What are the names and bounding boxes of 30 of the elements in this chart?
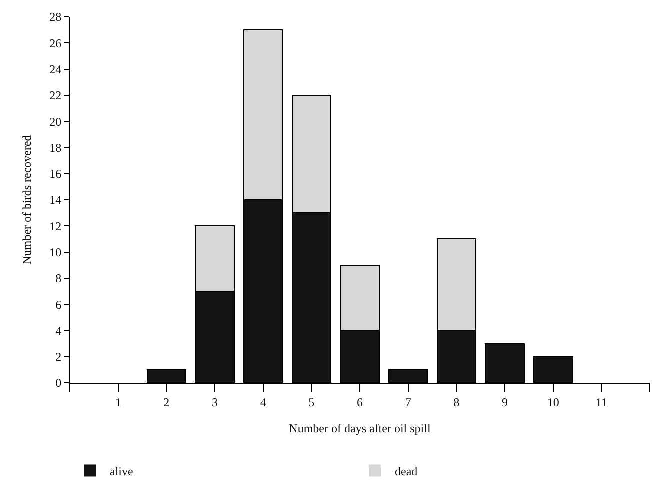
x-tick-label: 2 [164,395,170,410]
y-tick-label: 16 [50,167,62,182]
x-tick-label: 8 [454,395,460,410]
y-tick-label: 8 [56,272,62,286]
y-tick-label: 6 [56,298,62,312]
y-tick-label: 28 [50,10,62,24]
x-tick-label: 9 [502,395,508,410]
legend-label: dead [395,464,418,478]
y-tick-label: 12 [50,219,62,234]
y-tick-label: 22 [50,88,62,103]
x-tick-label: 4 [260,395,266,410]
y-tick-label: 0 [56,376,62,390]
x-tick-label: 6 [357,395,363,410]
x-tick-label: 1 [115,395,122,410]
y-tick-label: 18 [50,140,62,155]
y-tick-label: 20 [50,114,62,129]
y-tick-label: 2 [56,350,62,364]
y-axis-title: Number of birds recovered [20,135,34,265]
x-tick-label: 7 [405,395,412,410]
y-tick-label: 24 [50,62,62,76]
y-tick-label: 4 [56,324,62,338]
x-tick-label: 11 [596,395,608,410]
x-tick-label: 10 [547,395,560,410]
x-axis-title: Number of days after oil spill [289,421,432,436]
x-tick-label: 5 [308,395,315,410]
y-tick-label: 14 [50,193,62,208]
x-tick-label: 3 [212,395,218,410]
legend-label: alive [110,464,134,478]
y-tick-label: 26 [50,36,62,50]
y-tick-label: 10 [50,245,62,260]
